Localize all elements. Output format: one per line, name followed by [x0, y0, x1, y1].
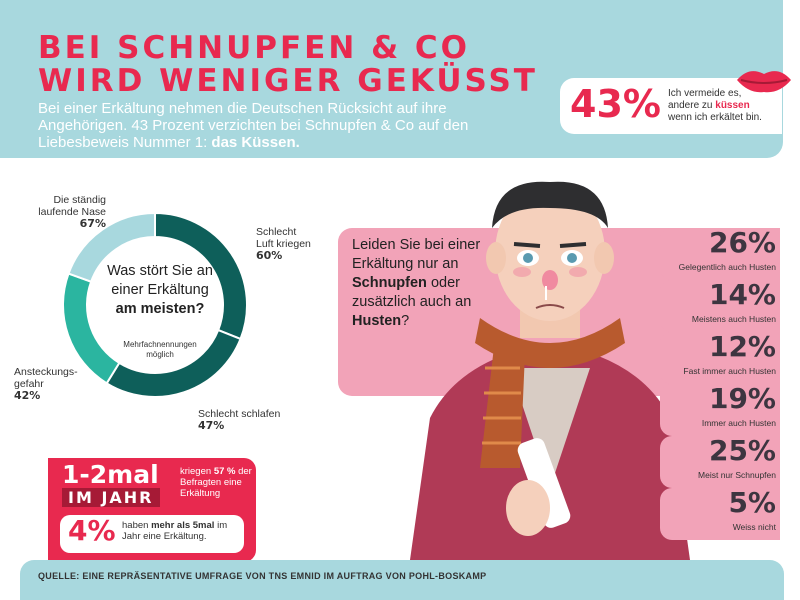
donut-value-nase: 67%: [79, 217, 106, 230]
frequency-inner-box: [60, 515, 244, 553]
source-text: QUELLE: EINE REPRÄSENTATIVE UMFRAGE VON …: [38, 571, 487, 581]
kiss-text: Ich vermeide es, andere zu küssen wenn i…: [668, 88, 768, 124]
sick-man-illustration: [410, 181, 690, 560]
stat-row: 12% Fast immer auch Husten: [660, 330, 780, 384]
donut-question-text: Was stört Sie an einer Erkältung: [107, 263, 213, 298]
stat-row: 14% Meistens auch Husten: [660, 278, 780, 332]
stat-percent: 14%: [708, 278, 776, 311]
stat-label: Meist nur Schnupfen: [698, 470, 776, 480]
frequency-pct: 4%: [68, 514, 116, 547]
cold-question-bold1: Schnupfen: [352, 275, 427, 291]
stat-percent: 12%: [708, 330, 776, 363]
stat-row: 5% Weiss nicht: [660, 486, 780, 540]
donut-value-luft: 60%: [256, 249, 283, 262]
stat-label: Weiss nicht: [732, 522, 776, 532]
kiss-text-pre: Ich vermeide es, andere zu: [668, 88, 742, 111]
donut-label-schlafen: Schlecht schlafen 47%: [198, 408, 288, 432]
kiss-stat-box: [560, 78, 782, 134]
donut-chart: [62, 211, 248, 398]
headline-line1: BEI SCHNUPFEN & CO: [38, 30, 471, 66]
stat-label: Fast immer auch Husten: [683, 366, 776, 376]
donut-label-nase: Die ständig laufende Nase 67%: [32, 194, 106, 230]
frequency-jahr: IM JAHR: [62, 488, 160, 507]
donut-subtext: Mehrfachnennungen möglich: [123, 340, 197, 359]
donut-label-luft: Schlecht Luft kriegen 60%: [256, 226, 316, 262]
frequency-text-pre: haben: [122, 520, 152, 531]
donut-label-anstecken: Ansteckungs-gefahr 42%: [14, 366, 78, 402]
donut-label-luft-text: Schlecht Luft kriegen: [256, 226, 311, 250]
frequency-side-bold: 57 %: [213, 466, 236, 477]
frequency-text-bold: mehr als 5mal: [151, 520, 215, 531]
stat-percent: 19%: [708, 382, 776, 415]
lips-icon: [737, 71, 791, 93]
stat-percent: 5%: [728, 486, 776, 519]
donut-question-bold: am meisten?: [115, 301, 205, 317]
donut-label-schlafen-text: Schlecht schlafen: [198, 408, 281, 420]
frequency-side-post: der Befragten eine Erkältung: [180, 466, 252, 499]
intro-text: Bei einer Erkältung nehmen die Deutschen…: [38, 100, 518, 151]
frequency-text: haben mehr als 5mal im Jahr eine Erkältu…: [122, 520, 242, 542]
stat-row: 26% Gelegentlich auch Husten: [660, 226, 780, 280]
intro-body: Bei einer Erkältung nehmen die Deutschen…: [38, 100, 469, 151]
intro-bold: das Küssen.: [211, 134, 300, 151]
donut-value-schlafen: 47%: [198, 419, 225, 432]
frequency-side-pre: kriegen: [180, 466, 214, 477]
stat-row: 25% Meist nur Schnupfen: [660, 434, 780, 488]
kiss-text-post: wenn ich erkältet bin.: [668, 112, 762, 123]
donut-value-anstecken: 42%: [14, 389, 41, 402]
headline-line2: WIRD WENIGER GEKÜSST: [38, 63, 538, 99]
frequency-text-post: im Jahr eine Erkältung.: [122, 520, 228, 542]
stat-percent: 26%: [708, 226, 776, 259]
cold-question-part1: Leiden Sie bei einer Erkältung nur an: [352, 237, 481, 272]
stat-row: 19% Immer auch Husten: [660, 382, 780, 436]
frequency-big: 1-2mal: [62, 460, 159, 489]
cold-question-bold2: Husten: [352, 313, 402, 329]
cold-question-part2: oder zusätzlich auch an: [352, 275, 472, 310]
stat-label: Gelegentlich auch Husten: [678, 262, 776, 272]
donut-label-nase-text: Die ständig laufende Nase: [38, 194, 106, 218]
stat-label: Meistens auch Husten: [691, 314, 776, 324]
donut-segment-3: [67, 211, 156, 284]
frequency-side-text: kriegen 57 % der Befragten eine Erkältun…: [180, 466, 256, 499]
donut-question: Was stört Sie an einer Erkältung am meist…: [100, 262, 220, 319]
cold-question-part3: ?: [401, 313, 410, 329]
stat-label: Immer auch Husten: [701, 418, 776, 428]
stat-percent: 25%: [708, 434, 776, 467]
kiss-text-bold: küssen: [715, 100, 750, 111]
donut-label-anstecken-text: Ansteckungs-gefahr: [14, 366, 78, 390]
footer-band: [20, 560, 784, 600]
cold-question: Leiden Sie bei einer Erkältung nur an Sc…: [352, 236, 492, 331]
kiss-percent: 43%: [570, 82, 661, 126]
